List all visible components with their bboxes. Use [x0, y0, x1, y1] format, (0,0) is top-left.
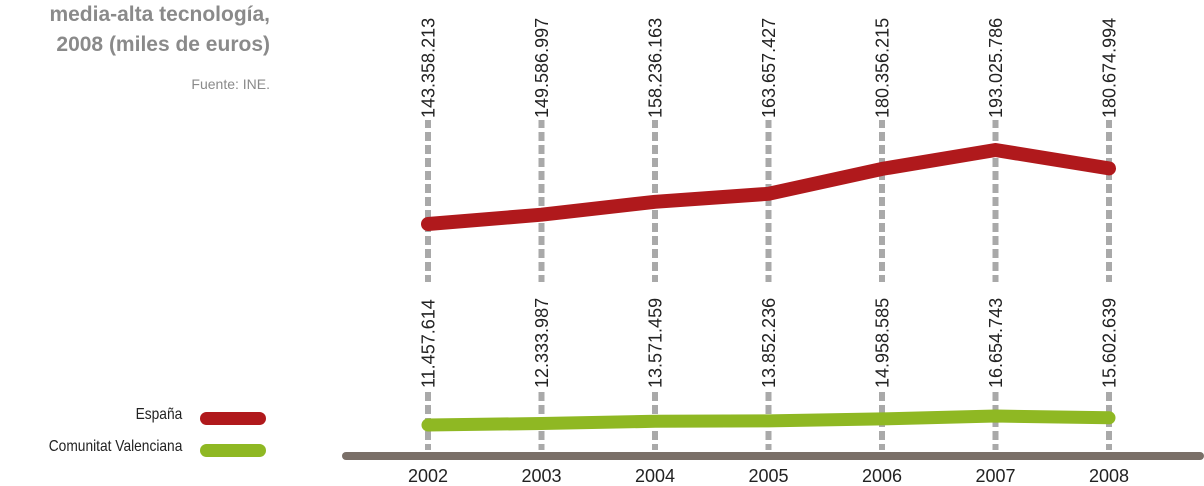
data-label-espana-2006: 180.356.215	[873, 18, 893, 118]
data-label-espana-2007: 193.025.786	[986, 18, 1006, 118]
data-label-bg-espana-2006	[870, 1, 894, 121]
x-tick-label-2008: 2008	[1089, 466, 1129, 486]
data-label-espana-2003: 149.586.997	[532, 18, 552, 118]
data-label-bg-espana-2007	[983, 1, 1008, 121]
x-tick-label-2002: 2002	[408, 466, 448, 486]
x-tick-label-2004: 2004	[635, 466, 675, 486]
legend-item-espana: España	[0, 404, 270, 436]
data-label-comunitat-valenciana-2004: 13.571.459	[646, 298, 666, 388]
data-label-bg-comunitat-valenciana-2006	[870, 282, 894, 390]
legend-swatch-comunitat-valenciana	[200, 444, 266, 457]
data-label-bg-comunitat-valenciana-2004	[643, 282, 667, 390]
data-label-comunitat-valenciana-2003: 12.333.987	[532, 298, 552, 388]
legend-swatch-espana	[200, 412, 266, 425]
x-tick-label-2007: 2007	[975, 466, 1015, 486]
data-label-bg-comunitat-valenciana-2008	[1097, 282, 1121, 390]
legend-label-comunitat-valenciana: Comunitat Valenciana	[48, 438, 182, 455]
data-label-bg-comunitat-valenciana-2003	[529, 282, 554, 390]
data-label-comunitat-valenciana-2007: 16.654.743	[986, 298, 1006, 388]
data-label-bg-comunitat-valenciana-2005	[756, 282, 781, 390]
data-label-comunitat-valenciana-2002: 11.457.614	[419, 299, 439, 388]
x-tick-label-2005: 2005	[748, 466, 788, 486]
data-label-bg-espana-2003	[529, 1, 554, 121]
series-line-comunitat-valenciana	[421, 409, 1116, 432]
data-label-bg-espana-2002	[416, 1, 440, 121]
chart-title-line-2: 2008 (miles de euros)	[56, 33, 270, 56]
data-label-espana-2004: 158.236.163	[646, 18, 666, 118]
data-label-comunitat-valenciana-2008: 15.602.639	[1100, 298, 1120, 388]
legend-item-comunitat-valenciana: Comunitat Valenciana	[0, 436, 270, 468]
chart-title-line-1: media-alta tecnología,	[49, 3, 270, 26]
data-label-espana-2008: 180.674.994	[1100, 18, 1120, 118]
data-label-bg-espana-2005	[756, 1, 781, 121]
data-label-comunitat-valenciana-2006: 14.958.585	[873, 298, 893, 388]
legend-label-espana: España	[135, 406, 182, 423]
data-label-espana-2002: 143.358.213	[419, 18, 439, 118]
data-label-bg-espana-2008	[1097, 1, 1121, 121]
data-label-bg-espana-2004	[643, 1, 667, 121]
x-tick-label-2003: 2003	[521, 466, 561, 486]
source-note: Fuente: INE.	[191, 76, 270, 92]
x-tick-label-2006: 2006	[862, 466, 902, 486]
series-line-espana	[421, 143, 1116, 231]
data-label-comunitat-valenciana-2005: 13.852.236	[759, 298, 779, 388]
legend: España Comunitat Valenciana	[0, 404, 270, 468]
data-label-espana-2005: 163.657.427	[759, 18, 779, 118]
data-label-bg-comunitat-valenciana-2002	[416, 282, 440, 390]
chart-title: media-alta tecnología, 2008 (miles de eu…	[0, 0, 270, 60]
data-label-bg-comunitat-valenciana-2007	[983, 282, 1008, 390]
